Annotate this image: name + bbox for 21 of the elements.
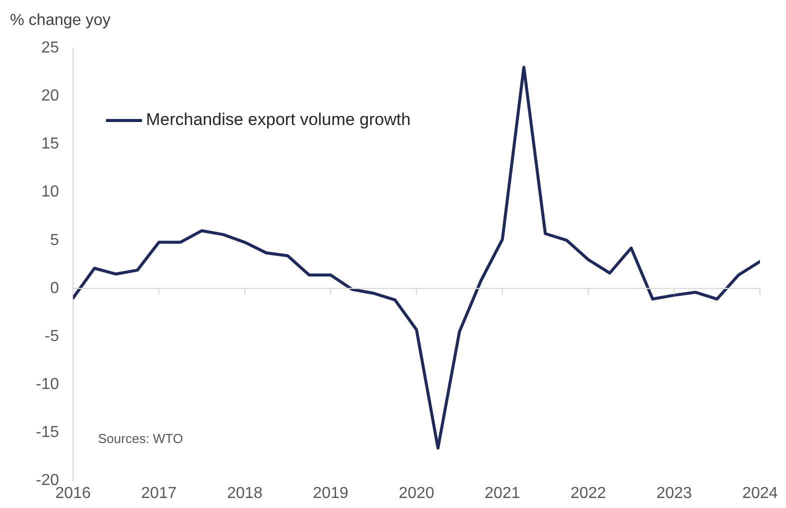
- y-tick-label: 10: [41, 184, 60, 201]
- y-tick-label: -5: [44, 328, 60, 345]
- y-tick-label: 0: [50, 280, 60, 297]
- x-tick-label: 2018: [226, 484, 263, 502]
- y-tick-label: 15: [41, 136, 60, 153]
- x-tick-label: 2017: [141, 484, 177, 502]
- x-tick-label: 2022: [570, 484, 606, 502]
- x-tick-label: 2023: [656, 484, 692, 502]
- x-tick-label: 2016: [55, 484, 91, 502]
- y-tick-label: 25: [41, 39, 60, 56]
- y-tick-label: -15: [36, 424, 60, 442]
- x-tick-label: 2021: [484, 484, 520, 502]
- y-tick-label: 20: [41, 87, 60, 104]
- legend-label: Merchandise export volume growth: [146, 110, 411, 130]
- y-tick-label: 5: [50, 232, 60, 249]
- x-tick-label: 2020: [398, 484, 434, 502]
- y-axis-title: % change yoy: [10, 12, 111, 30]
- x-tick-label: 2024: [742, 484, 778, 502]
- y-tick-label: -10: [36, 376, 60, 394]
- annotation: Sources: WTO: [98, 430, 184, 446]
- x-tick-label: 2019: [312, 484, 349, 502]
